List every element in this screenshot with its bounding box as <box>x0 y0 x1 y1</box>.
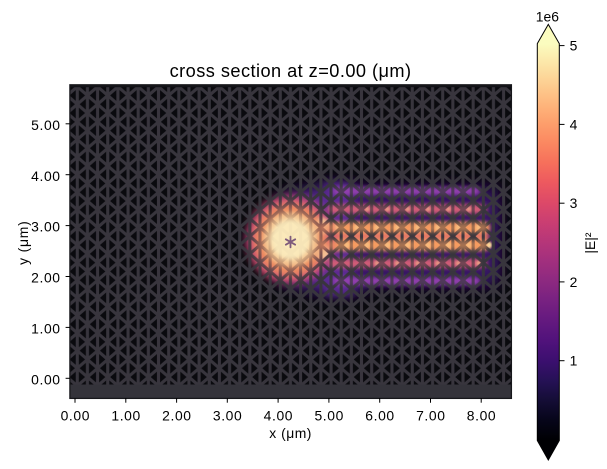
svg-text:2.00: 2.00 <box>31 270 60 286</box>
svg-text:5.00: 5.00 <box>314 408 343 424</box>
svg-text:y (μm): y (μm) <box>15 220 31 264</box>
svg-text:1.00: 1.00 <box>111 408 140 424</box>
svg-text:3.00: 3.00 <box>213 408 242 424</box>
svg-text:|E|²: |E|² <box>582 232 598 253</box>
svg-text:4: 4 <box>570 116 578 132</box>
svg-text:0.00: 0.00 <box>31 371 60 387</box>
svg-text:5: 5 <box>570 38 578 54</box>
svg-text:4.00: 4.00 <box>31 168 60 184</box>
svg-text:0.00: 0.00 <box>61 408 90 424</box>
svg-text:2.00: 2.00 <box>162 408 191 424</box>
svg-text:cross section at z=0.00 (μm): cross section at z=0.00 (μm) <box>170 61 412 81</box>
svg-text:1.00: 1.00 <box>31 321 60 337</box>
svg-text:1: 1 <box>570 353 578 369</box>
svg-text:6.00: 6.00 <box>365 408 394 424</box>
svg-text:x (μm): x (μm) <box>269 425 312 441</box>
svg-text:3.00: 3.00 <box>31 219 60 235</box>
svg-text:5.00: 5.00 <box>31 117 60 133</box>
svg-text:4.00: 4.00 <box>264 408 293 424</box>
svg-text:3: 3 <box>570 195 578 211</box>
svg-text:2: 2 <box>570 274 578 290</box>
svg-text:1e6: 1e6 <box>536 9 559 25</box>
svg-text:7.00: 7.00 <box>416 408 445 424</box>
svg-text:8.00: 8.00 <box>467 408 496 424</box>
